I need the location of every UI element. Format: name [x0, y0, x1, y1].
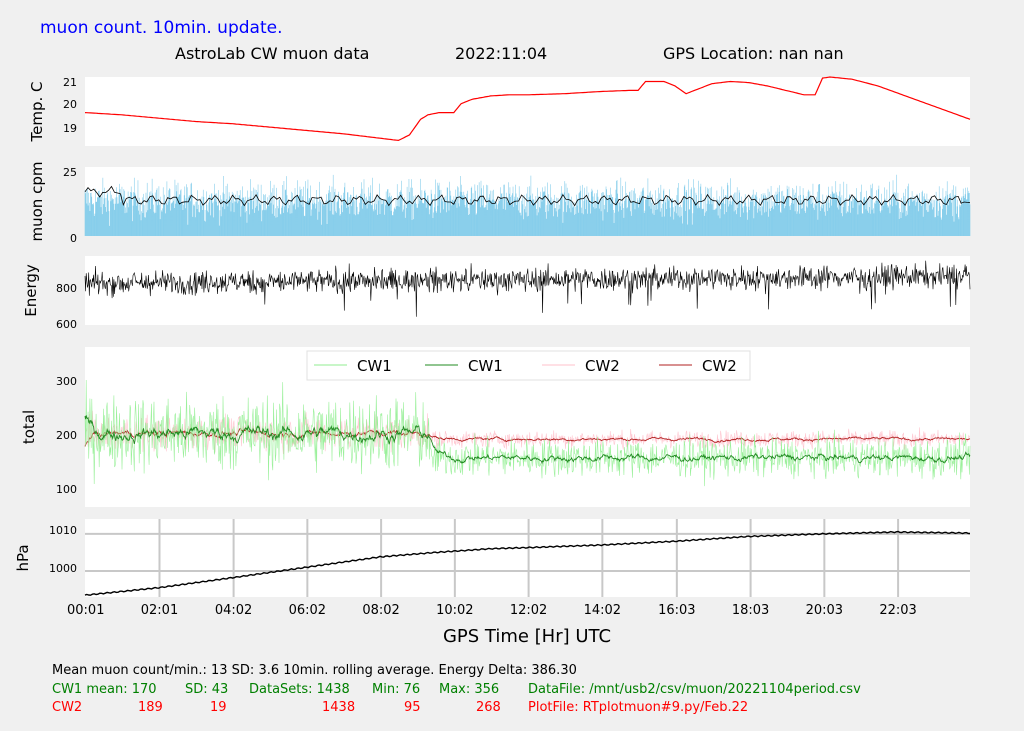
- ylabel-total: total: [20, 410, 38, 444]
- ylabel-energy: Energy: [22, 264, 40, 317]
- x-tick-label: 20:03: [806, 603, 843, 618]
- x-tick-label: 10:02: [436, 603, 473, 618]
- energy-line: [84, 260, 971, 317]
- x-tick-label: 04:02: [215, 603, 252, 618]
- cw2-min: 95: [404, 700, 421, 715]
- cw2-avg-line: [84, 428, 971, 447]
- cw2-plotfile: PlotFile: RTplotmuon#9.py/Feb.22: [528, 700, 749, 715]
- ylabel-temperature: Temp. C: [28, 82, 46, 143]
- cw2-max: 268: [476, 700, 501, 715]
- x-tick-label: 12:02: [510, 603, 547, 618]
- cw1-avg-line: [84, 415, 971, 465]
- chart-date: 2022:11:04: [455, 44, 548, 63]
- cw1-min: Min: 76: [372, 682, 421, 697]
- x-tick-label: 06:02: [289, 603, 326, 618]
- cw2-mean: 189: [138, 700, 163, 715]
- panel-pressure: [85, 519, 970, 597]
- ytick-total: 300: [56, 375, 77, 388]
- cw1-datasets: DataSets: 1438: [249, 682, 350, 697]
- legend-entry: CW2: [702, 357, 737, 375]
- x-tick-label: 00:01: [67, 603, 104, 618]
- ytick-temperature: 19: [63, 122, 77, 135]
- cw1-datafile: DataFile: /mnt/usb2/csv/muon/20221104per…: [528, 682, 861, 697]
- ytick-total: 200: [56, 429, 77, 442]
- footer-summary: Mean muon count/min.: 13 SD: 3.6 10min. …: [52, 663, 577, 678]
- x-tick-label: 18:03: [732, 603, 769, 618]
- x-tick-label: 08:02: [362, 603, 399, 618]
- ylabel-muon-cpm: muon cpm: [28, 162, 46, 242]
- muon-rolling-avg: [84, 185, 971, 207]
- ylabel-pressure: hPa: [14, 544, 32, 571]
- temperature-line: [84, 76, 971, 142]
- x-axis-label: GPS Time [Hr] UTC: [443, 626, 611, 647]
- update-label: muon count. 10min. update.: [40, 18, 283, 38]
- muon-bars: [84, 174, 971, 236]
- ytick-temperature: 20: [63, 98, 77, 111]
- total-legend: CW1 CW1 CW2 CW2: [306, 350, 751, 381]
- cw2-label: CW2: [52, 700, 83, 715]
- pressure-line: [84, 530, 971, 596]
- panel-muon-cpm: [85, 167, 970, 236]
- cw2-datasets: 1438: [322, 700, 356, 715]
- x-tick-label: 14:02: [584, 603, 621, 618]
- ytick-pressure: 1000: [49, 562, 77, 575]
- cw1-sd: SD: 43: [185, 682, 229, 697]
- panel-temperature: [85, 77, 970, 146]
- legend-entry: CW1: [357, 357, 392, 375]
- chart-title: AstroLab CW muon data: [175, 44, 370, 63]
- cw1-mean: CW1 mean: 170: [52, 682, 157, 697]
- ytick-temperature: 21: [63, 76, 77, 89]
- cw1-max: Max: 356: [439, 682, 500, 697]
- ytick-energy: 800: [56, 282, 77, 295]
- legend-entry: CW1: [468, 357, 503, 375]
- ytick-muon-cpm: 25: [63, 166, 77, 179]
- legend-entry: CW2: [585, 357, 620, 375]
- ytick-total: 100: [56, 483, 77, 496]
- panel-energy: [85, 256, 970, 325]
- ytick-muon-cpm: 0: [70, 232, 77, 245]
- x-tick-label: 02:01: [141, 603, 178, 618]
- cw2-raw-line: [84, 410, 971, 455]
- ytick-energy: 600: [56, 318, 77, 331]
- x-tick-label: 16:03: [658, 603, 695, 618]
- x-tick-label: 22:03: [879, 603, 916, 618]
- ytick-pressure: 1010: [49, 524, 77, 537]
- cw2-sd: 19: [210, 700, 227, 715]
- muon-bar-marks: [84, 174, 971, 236]
- gps-location: GPS Location: nan nan: [663, 44, 844, 63]
